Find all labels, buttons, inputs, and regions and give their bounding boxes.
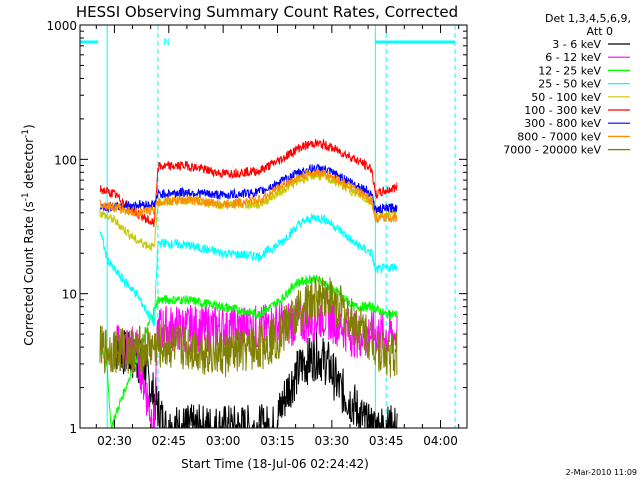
y-axis-label: Corrected Count Rate (s-1 detector-1)	[21, 124, 36, 345]
plot-area: N 1 10 100 1000 02:30 02:45 03:00 03:15 03:30 03:4…	[46, 19, 468, 448]
y-tick-label-2: 100	[54, 153, 77, 167]
legend-label-1: 6 - 12 keV	[545, 51, 601, 64]
legend-label-0: 3 - 6 keV	[552, 38, 601, 51]
x-tick-label-5: 03:45	[369, 434, 404, 448]
legend-label-5: 100 - 300 keV	[524, 104, 601, 117]
x-tick-label-2: 03:00	[206, 434, 241, 448]
legend-label-4: 50 - 100 keV	[531, 91, 601, 104]
series-line-8	[99, 276, 398, 378]
legend-label-6: 300 - 800 keV	[524, 117, 601, 130]
y-tick-label-3: 1000	[46, 19, 77, 33]
legend-label-3: 25 - 50 keV	[538, 78, 601, 91]
legend-header-line1: Det 1,3,4,5,6,9,	[545, 12, 631, 25]
series-line-5	[99, 138, 398, 228]
plot-frame	[79, 24, 468, 429]
x-tick-label-3: 03:15	[260, 434, 295, 448]
x-tick-label-1: 02:45	[151, 434, 186, 448]
night-marker-label: N	[163, 38, 170, 48]
x-axis-label: Start Time (18-Jul-06 02:24:42)	[181, 457, 369, 471]
series-line-6	[99, 163, 398, 214]
legend-label-2: 12 - 25 keV	[538, 64, 601, 77]
x-tick-label-4: 03:30	[315, 434, 350, 448]
chart-title: HESSI Observing Summary Count Rates, Cor…	[76, 3, 458, 21]
legend-header-line2: Att 0	[587, 25, 613, 38]
series-line-3	[99, 213, 398, 327]
legend-label-8: 7000 - 20000 keV	[503, 144, 601, 157]
footer-timestamp: 2-Mar-2010 11:09	[566, 468, 637, 477]
x-tick-label-0: 02:30	[97, 434, 132, 448]
x-tick-label-6: 04:00	[423, 434, 458, 448]
y-tick-label-1: 10	[62, 288, 77, 302]
series-line-7	[99, 167, 398, 224]
y-tick-label-0: 1	[69, 422, 77, 436]
legend-label-7: 800 - 7000 keV	[517, 130, 601, 143]
